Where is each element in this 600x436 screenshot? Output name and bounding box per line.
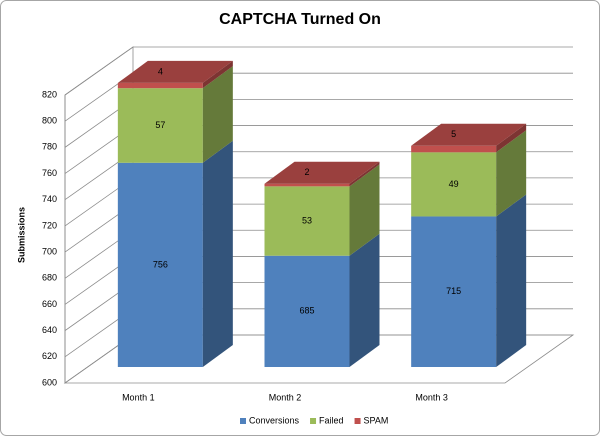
data-label: 49	[449, 179, 459, 189]
legend-swatch	[310, 418, 317, 424]
y-tick-label: 780	[42, 142, 57, 152]
data-label: 2	[304, 167, 309, 177]
bar-segment	[411, 216, 497, 367]
y-tick-label: 620	[42, 351, 57, 361]
bar-side	[496, 130, 527, 217]
y-tick-label: 660	[42, 299, 57, 309]
bar-side	[349, 161, 380, 187]
bar-segment	[264, 183, 350, 187]
y-tick-label: 720	[42, 220, 57, 230]
bar-side	[496, 194, 527, 367]
bar-segment	[264, 255, 350, 367]
y-tick-label: 640	[42, 325, 57, 335]
y-tick-label: 600	[42, 377, 57, 387]
x-tick-label: Month 1	[122, 392, 155, 402]
legend-label: Conversions	[249, 415, 300, 425]
bar-side	[496, 123, 527, 153]
grid-line	[64, 46, 573, 96]
x-tick-label: Month 2	[269, 392, 302, 402]
y-tick-label: 700	[42, 246, 57, 256]
x-tick-label: Month 3	[415, 392, 448, 402]
bar-segment	[264, 186, 350, 256]
bar-side	[202, 60, 233, 89]
y-tick-label: 760	[42, 168, 57, 178]
bar-segment	[117, 82, 203, 89]
data-label: 756	[153, 259, 168, 269]
bar-top	[117, 60, 233, 83]
data-label: 4	[158, 66, 163, 76]
y-tick-label: 820	[42, 89, 57, 99]
data-label: 685	[299, 306, 314, 316]
bar-side	[202, 140, 233, 367]
bar-side	[349, 164, 380, 256]
bar-side	[202, 66, 233, 163]
bar-segment	[411, 145, 497, 153]
y-axis-label: Submissions	[16, 207, 26, 263]
bar-side	[349, 233, 380, 367]
y-tick-label: 680	[42, 273, 57, 283]
legend-label: Failed	[319, 415, 344, 425]
legend-swatch	[240, 418, 246, 424]
data-label: 57	[155, 120, 165, 130]
legend-swatch	[354, 418, 361, 424]
bar-segment	[117, 88, 203, 163]
data-label: 715	[446, 286, 461, 296]
y-tick-label: 800	[42, 116, 57, 126]
bar-segment	[117, 162, 203, 367]
data-label: 53	[302, 215, 312, 225]
chart-title: CAPTCHA Turned On	[219, 11, 381, 28]
bar-segment	[411, 152, 497, 217]
legend-label: SPAM	[364, 415, 389, 425]
data-label: 5	[451, 129, 456, 139]
y-tick-label: 740	[42, 194, 57, 204]
bar-top	[411, 123, 527, 146]
bar-top	[264, 161, 380, 184]
